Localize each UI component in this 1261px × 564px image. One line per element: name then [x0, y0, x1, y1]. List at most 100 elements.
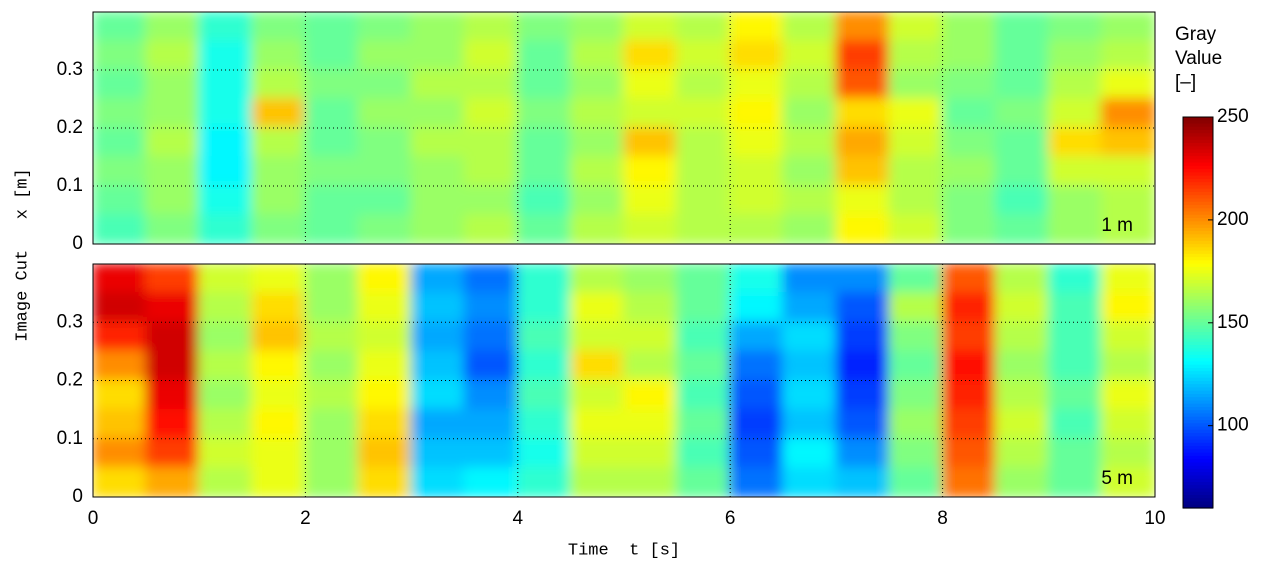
heat-cell — [304, 185, 360, 216]
colorbar-stripe — [1183, 364, 1213, 369]
heat-cell — [782, 350, 838, 382]
heat-cell — [93, 264, 148, 295]
colorbar-stripe — [1183, 149, 1213, 154]
heat-cell — [1100, 127, 1155, 158]
colorbar-stripe — [1183, 211, 1213, 216]
heat-cell — [888, 292, 944, 324]
heat-cell — [729, 264, 785, 295]
colorbar-stripe — [1183, 283, 1213, 288]
heat-cell — [994, 408, 1050, 440]
heat-cell — [676, 408, 732, 440]
heat-cell — [1047, 12, 1103, 42]
heat-cell — [1100, 98, 1155, 129]
colorbar-stripe — [1183, 429, 1213, 434]
colorbar-stripe — [1183, 117, 1213, 121]
heat-cell — [304, 214, 360, 244]
heat-cell — [782, 264, 838, 295]
heat-cell — [463, 185, 519, 216]
heat-cell — [676, 350, 732, 382]
heat-cell — [994, 156, 1050, 187]
heat-cell — [1100, 185, 1155, 216]
heat-cell — [782, 214, 838, 244]
heat-cell — [729, 185, 785, 216]
colorbar-stripe — [1183, 416, 1213, 421]
heat-cell — [1100, 321, 1155, 353]
heat-cell — [1047, 69, 1103, 100]
colorbar-stripe — [1183, 491, 1213, 496]
heat-cell — [410, 350, 466, 382]
heat-cell — [994, 185, 1050, 216]
y-tick-label: 0.1 — [57, 175, 83, 196]
heat-cell — [251, 379, 307, 411]
heat-cell — [1047, 408, 1103, 440]
heat-cell — [1047, 127, 1103, 158]
heat-cell — [729, 214, 785, 244]
heat-cell — [198, 408, 254, 440]
heat-cell — [463, 292, 519, 324]
heat-cell — [516, 350, 572, 382]
colorbar-frame — [1182, 116, 1214, 509]
colorbar-tick-label: 100 — [1217, 415, 1249, 436]
heat-cell — [1100, 214, 1155, 244]
colorbar-stripe — [1183, 250, 1213, 255]
heat-cell — [93, 408, 148, 440]
colorbar-stripe — [1183, 227, 1213, 232]
colorbar-stripe — [1183, 185, 1213, 190]
colorbar-stripe — [1183, 165, 1213, 170]
heat-cell — [198, 12, 254, 42]
heat-cell — [410, 214, 466, 244]
heat-cell — [516, 379, 572, 411]
heat-cell — [1047, 350, 1103, 382]
heat-cell — [888, 156, 944, 187]
heat-cell — [410, 98, 466, 129]
heat-cell — [729, 69, 785, 100]
heat-cell — [835, 379, 891, 411]
heat-cell — [782, 437, 838, 469]
heat-cell — [251, 214, 307, 244]
heat-cell — [676, 40, 732, 71]
heat-cell — [569, 12, 625, 42]
heat-cell — [994, 321, 1050, 353]
heat-cell — [410, 40, 466, 71]
colorbar-stripe — [1183, 351, 1213, 356]
heat-cell — [145, 185, 201, 216]
heat-cell — [941, 214, 997, 244]
heat-cell — [729, 98, 785, 129]
colorbar-stripe — [1183, 452, 1213, 457]
colorbar-stripe — [1183, 172, 1213, 177]
heat-cell — [93, 466, 148, 497]
colorbar-stripe — [1183, 406, 1213, 411]
heat-cell — [410, 379, 466, 411]
heat-cell — [251, 185, 307, 216]
heat-cell — [782, 40, 838, 71]
heat-cell — [93, 321, 148, 353]
colorbar-stripe — [1183, 221, 1213, 226]
heat-cell — [941, 466, 997, 497]
heat-cell — [357, 69, 413, 100]
heat-cell — [357, 292, 413, 324]
colorbar-stripe — [1183, 214, 1213, 219]
heat-cell — [304, 321, 360, 353]
heat-cell — [888, 40, 944, 71]
heat-cell — [569, 292, 625, 324]
heat-cell — [1100, 350, 1155, 382]
heat-cell — [623, 40, 679, 71]
heat-cell — [729, 12, 785, 42]
colorbar-stripe — [1183, 309, 1213, 314]
heat-cell — [994, 127, 1050, 158]
heat-cell — [357, 379, 413, 411]
heat-cell — [198, 292, 254, 324]
heat-cell — [569, 321, 625, 353]
heat-cell — [93, 12, 148, 42]
heat-cell — [676, 321, 732, 353]
heat-cell — [198, 127, 254, 158]
heat-cell — [251, 127, 307, 158]
colorbar-stripe — [1183, 390, 1213, 395]
heat-cell — [1047, 264, 1103, 295]
x-tick-label: 2 — [300, 508, 311, 529]
colorbar-stripe — [1183, 169, 1213, 173]
colorbar-stripe — [1183, 218, 1213, 222]
heat-cell — [994, 214, 1050, 244]
heat-cell — [729, 466, 785, 497]
heat-cell — [516, 292, 572, 324]
